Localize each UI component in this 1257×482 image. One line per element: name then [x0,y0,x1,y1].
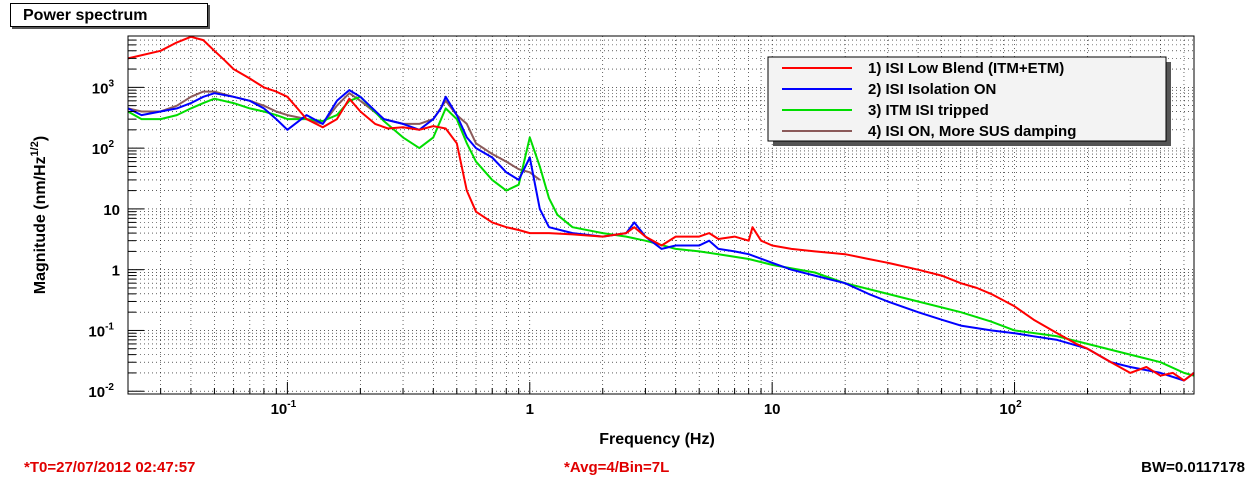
legend-label: 2) ISI Isolation ON [868,81,996,98]
legend-box [767,56,1167,142]
averaging-label: *Avg=4/Bin=7L [564,459,670,476]
bandwidth-label: BW=0.0117178 [1141,459,1245,476]
chart-title: Power spectrum [10,3,208,27]
y-tick-label: 103 [92,78,115,97]
x-tick-label: 102 [999,399,1022,418]
x-tick-label: 1 [526,401,534,418]
tick-labels: 10-1 1 10 102 10-2 10-1 1 10 102 103 [88,78,1022,418]
legend-label: 3) ITM ISI tripped [868,102,989,119]
x-tick-label: 10 [764,401,781,418]
y-tick-label: 1 [112,263,120,280]
timestamp-label: *T0=27/07/2012 02:47:57 [24,459,196,476]
series-line [127,35,1195,382]
series-line [127,95,1195,377]
series-line [127,90,541,181]
legend-label: 4) ISI ON, More SUS damping [868,123,1076,140]
x-tick-label: 10-1 [271,399,297,418]
plot-lines [127,35,1195,382]
axis-ticks [128,35,1185,395]
series-line [127,89,1195,382]
x-axis-label: Frequency (Hz) [599,431,715,448]
y-tick-label: 10 [103,202,120,219]
y-tick-label: 10-1 [88,321,114,340]
y-tick-label: 10-2 [88,382,114,401]
y-axis-label: Magnitude (nm/Hz1/2) [29,136,49,294]
y-tick-label: 102 [92,139,115,158]
legend: 1) ISI Low Blend (ITM+ETM) 2) ISI Isolati… [767,56,1171,146]
legend-label: 1) ISI Low Blend (ITM+ETM) [868,60,1064,77]
